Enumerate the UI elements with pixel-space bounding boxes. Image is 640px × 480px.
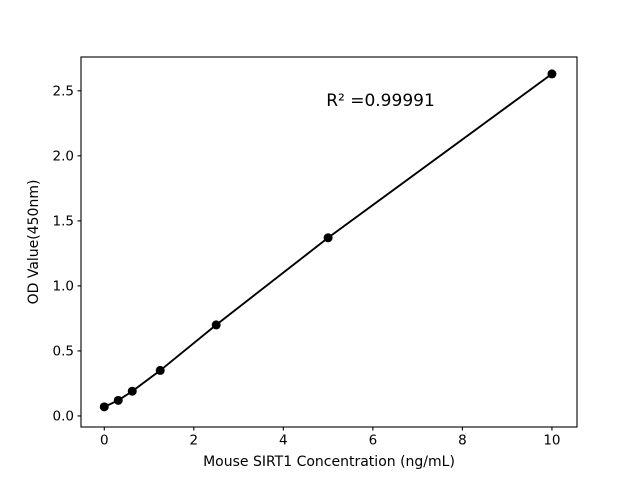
y-tick-label: 0.5 [53,344,74,360]
x-axis-ticks: 0 2 4 6 8 10 [100,427,561,449]
x-tick-label: 0 [100,433,109,449]
data-point [155,365,165,375]
y-tick-label: 0.0 [53,409,74,425]
r-squared-annotation: R² =0.99991 [326,91,435,111]
data-point [113,395,123,405]
x-tick-label: 6 [369,433,378,449]
data-point [211,320,221,330]
x-tick-label: 10 [543,433,560,449]
y-axis-ticks: 0.0 0.5 1.0 1.5 2.0 2.5 [53,84,81,425]
y-tick-label: 1.5 [53,214,74,230]
x-axis-label: Mouse SIRT1 Concentration (ng/mL) [203,454,455,470]
y-tick-label: 2.5 [53,84,74,100]
data-point [127,386,137,396]
data-series [99,69,557,412]
data-point [547,69,557,79]
y-axis-label: OD Value(450nm) [26,180,42,305]
x-tick-label: 2 [190,433,199,449]
x-tick-label: 4 [279,433,288,449]
plot-border [80,56,578,428]
x-tick-label: 8 [458,433,467,449]
y-tick-label: 1.0 [53,279,74,295]
y-tick-label: 2.0 [53,149,74,165]
data-point [323,233,333,243]
data-point [99,402,109,412]
